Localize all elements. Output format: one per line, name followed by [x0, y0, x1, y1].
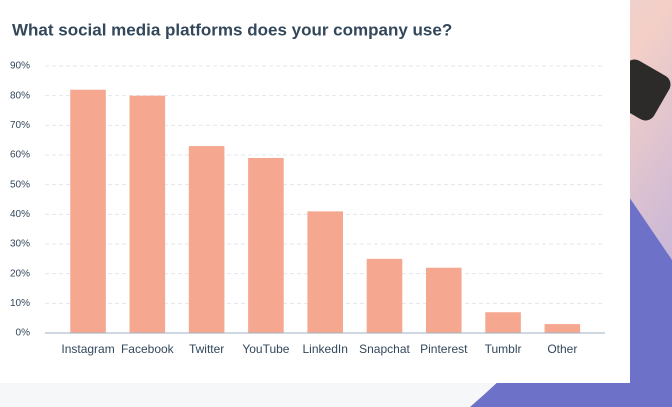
x-tick-label: Other: [547, 342, 577, 356]
x-tick-label: Pinterest: [420, 342, 468, 356]
y-tick-label: 80%: [10, 90, 30, 101]
bar: [248, 157, 284, 333]
x-tick-label: Instagram: [61, 342, 114, 356]
x-tick-label: Snapchat: [359, 342, 410, 356]
bar: [129, 95, 166, 334]
y-tick-label: 50%: [10, 179, 30, 190]
bar: [485, 312, 521, 333]
bar: [307, 211, 343, 333]
bar: [544, 324, 581, 333]
x-tick-label: Twitter: [189, 342, 224, 356]
chart-title: What social media platforms does your co…: [12, 20, 452, 39]
y-tick-label: 40%: [10, 209, 30, 220]
bar: [188, 146, 225, 333]
y-tick-label: 20%: [10, 268, 30, 279]
y-tick-label: 10%: [10, 298, 30, 309]
y-tick-label: 90%: [10, 61, 30, 72]
x-tick-label: YouTube: [242, 342, 289, 356]
x-tick-label: LinkedIn: [303, 342, 348, 356]
bar: [366, 258, 403, 333]
x-tick-label: Facebook: [121, 342, 175, 356]
y-tick-label: 70%: [10, 120, 30, 131]
y-tick-label: 60%: [10, 150, 30, 161]
y-tick-label: 30%: [10, 239, 30, 250]
x-tick-label: Tumblr: [485, 342, 522, 356]
bar: [425, 267, 462, 333]
y-tick-label: 0%: [16, 328, 31, 339]
bar: [70, 89, 106, 333]
